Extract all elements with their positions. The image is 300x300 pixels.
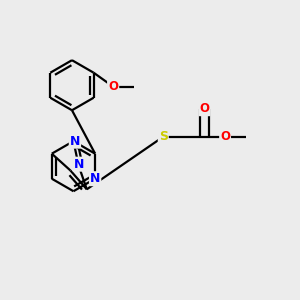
Text: N: N [90,172,100,185]
Text: N: N [70,135,80,148]
Text: N: N [74,158,84,171]
Text: O: O [200,102,209,115]
Text: S: S [159,130,168,143]
Text: O: O [220,130,230,143]
Text: O: O [108,80,118,93]
Text: O: O [108,80,118,93]
